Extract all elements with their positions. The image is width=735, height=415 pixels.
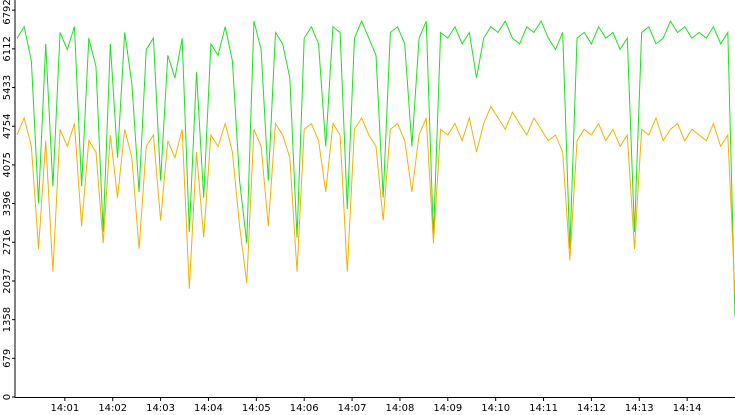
x-tick-label: 14:04 [194, 403, 223, 414]
x-tick-label: 14:01 [50, 403, 79, 414]
y-tick-label: 6112 [2, 36, 13, 61]
y-tick-label: 4075 [2, 152, 13, 177]
x-tick-label: 14:03 [146, 403, 175, 414]
series-line [16, 105, 735, 295]
y-tick-label: 6792 [2, 0, 13, 25]
y-tick-label: 4754 [2, 113, 13, 138]
x-tick-label: 14:07 [338, 403, 367, 414]
x-tick-label: 14:12 [577, 403, 606, 414]
x-tick-label: 14:10 [481, 403, 510, 414]
y-tick-label: 1358 [2, 307, 13, 332]
y-tick-label: 2716 [2, 230, 13, 255]
x-tick-label: 14:02 [98, 403, 127, 414]
y-tick-label: 679 [2, 349, 13, 368]
x-tick-label: 14:06 [290, 403, 319, 414]
y-tick-label: 2037 [2, 268, 13, 293]
x-tick-label: 14:09 [433, 403, 462, 414]
x-tick-label: 14:05 [242, 403, 271, 414]
x-tick-label: 14:08 [386, 403, 415, 414]
x-tick-label: 14:13 [625, 403, 654, 414]
y-tick-label: 5433 [2, 75, 13, 100]
y-tick-label: 3396 [2, 191, 13, 216]
x-tick-label: 14:14 [673, 403, 702, 414]
y-tick-label: 0 [2, 394, 13, 400]
series-line [16, 19, 735, 318]
x-tick-label: 14:11 [529, 403, 558, 414]
